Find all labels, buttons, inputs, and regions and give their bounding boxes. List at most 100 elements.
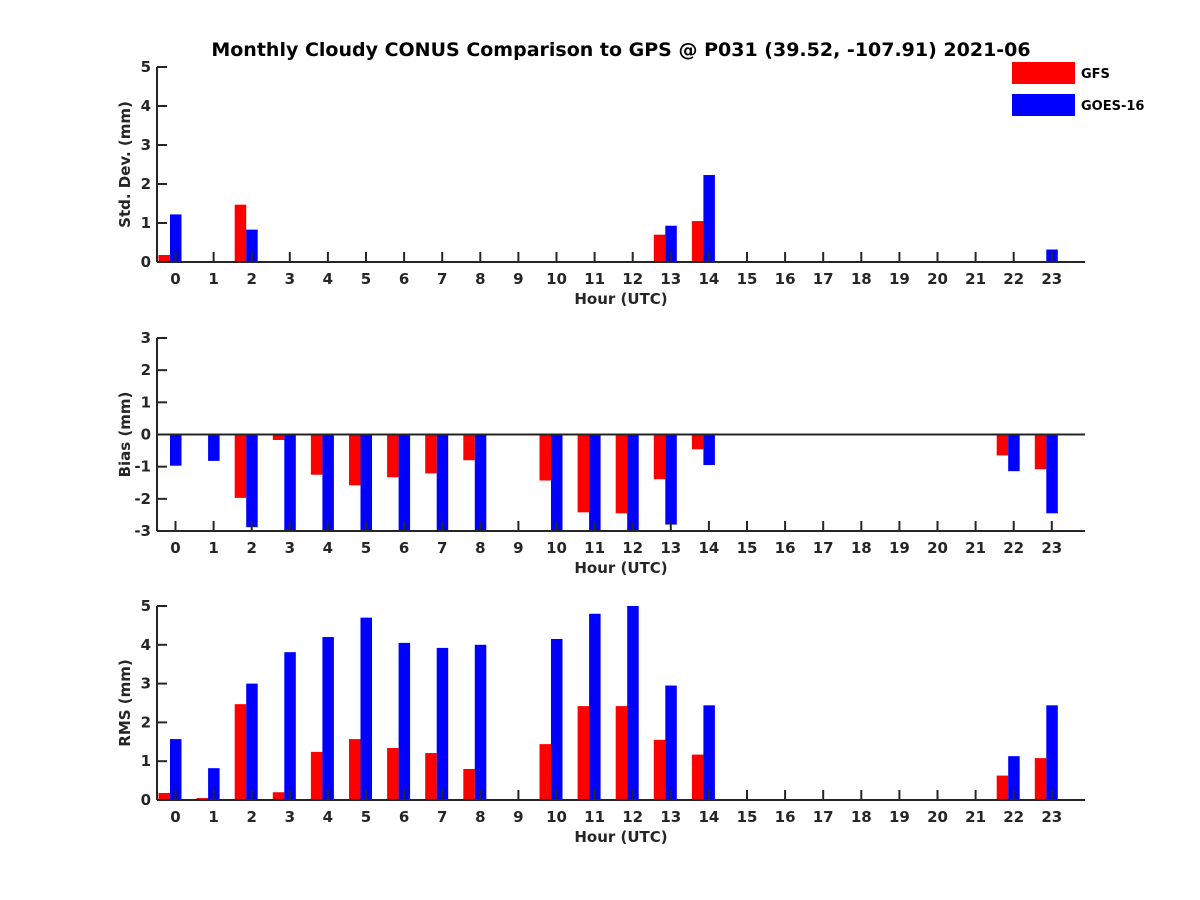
x-tick-label-rms: 10 [546, 808, 567, 826]
x-tick-label-bias: 16 [775, 539, 796, 557]
y-tick-label-stddev: 3 [141, 136, 151, 154]
bar-rms-goes-16-hour-12 [627, 606, 639, 800]
bar-bias-goes-16-hour-6 [398, 434, 411, 531]
chart-title: Monthly Cloudy CONUS Comparison to GPS @… [211, 39, 1030, 61]
x-tick-label-bias: 12 [622, 539, 643, 557]
bar-rms-gfs-hour-5 [349, 739, 361, 800]
x-tick-label-rms: 9 [513, 808, 523, 826]
x-tick-label-stddev: 6 [399, 270, 409, 288]
x-tick-label-bias: 6 [399, 539, 409, 557]
bar-rms-goes-16-hour-4 [322, 637, 334, 800]
bar-bias-goes-16-hour-23 [1046, 434, 1058, 514]
x-tick-label-stddev: 23 [1041, 270, 1062, 288]
x-tick-label-stddev: 2 [246, 270, 256, 288]
x-tick-label-rms: 16 [775, 808, 796, 826]
x-tick-label-stddev: 1 [208, 270, 218, 288]
x-tick-label-rms: 12 [622, 808, 643, 826]
bar-rms-gfs-hour-4 [310, 751, 323, 800]
x-tick-label-rms: 20 [927, 808, 948, 826]
bar-rms-goes-16-hour-1 [208, 768, 220, 800]
bar-rms-gfs-hour-11 [577, 706, 590, 800]
bar-bias-gfs-hour-3 [272, 434, 285, 440]
x-tick-label-bias: 23 [1041, 539, 1062, 557]
x-tick-label-bias: 18 [851, 539, 872, 557]
bar-rms-goes-16-hour-11 [589, 613, 601, 800]
bar-rms-gfs-hour-2 [234, 704, 247, 800]
bars-stddev [158, 175, 1058, 262]
bar-bias-gfs-hour-10 [539, 434, 551, 481]
legend-swatch-goes-16 [1012, 94, 1075, 116]
bar-stddev-goes-16-hour-0 [170, 214, 182, 262]
x-tick-label-rms: 0 [170, 808, 180, 826]
bar-stddev-gfs-hour-13 [653, 234, 666, 262]
bar-bias-gfs-hour-23 [1034, 434, 1047, 470]
bar-rms-gfs-hour-6 [387, 748, 399, 800]
y-tick-label-stddev: 1 [141, 214, 151, 232]
x-tick-label-stddev: 0 [170, 270, 180, 288]
bar-bias-goes-16-hour-3 [284, 434, 296, 531]
bar-rms-goes-16-hour-23 [1046, 705, 1058, 800]
x-tick-label-stddev: 8 [475, 270, 485, 288]
x-tick-label-bias: 4 [323, 539, 333, 557]
legend: GFS GOES-16 [1012, 62, 1144, 116]
y-axis-label-rms: RMS (mm) [116, 659, 134, 746]
bar-bias-gfs-hour-6 [387, 434, 399, 478]
y-tick-label-bias: 2 [141, 361, 151, 379]
bar-rms-goes-16-hour-2 [246, 683, 258, 800]
x-tick-label-stddev: 10 [546, 270, 567, 288]
y-tick-label-bias: -2 [134, 490, 151, 508]
y-tick-label-stddev: 5 [141, 58, 151, 76]
x-tick-label-rms: 13 [660, 808, 681, 826]
x-tick-label-bias: 21 [965, 539, 986, 557]
bar-rms-gfs-hour-7 [425, 753, 437, 800]
bar-rms-gfs-hour-12 [615, 706, 628, 800]
x-tick-label-stddev: 9 [513, 270, 523, 288]
x-tick-label-rms: 8 [475, 808, 485, 826]
bar-bias-goes-16-hour-1 [208, 434, 220, 461]
legend-swatch-gfs [1012, 62, 1075, 84]
x-tick-label-rms: 19 [889, 808, 910, 826]
x-tick-label-bias: 2 [246, 539, 256, 557]
x-tick-label-bias: 13 [660, 539, 681, 557]
x-tick-label-bias: 22 [1003, 539, 1024, 557]
bar-bias-goes-16-hour-10 [551, 434, 563, 531]
y-tick-label-stddev: 4 [141, 97, 151, 115]
y-tick-label-rms: 5 [141, 597, 151, 615]
x-axis-label-rms: Hour (UTC) [574, 828, 667, 846]
bar-rms-goes-16-hour-3 [284, 652, 296, 800]
x-axis-label-stddev: Hour (UTC) [574, 290, 667, 308]
x-tick-label-bias: 19 [889, 539, 910, 557]
x-tick-label-rms: 11 [584, 808, 605, 826]
bar-rms-gfs-hour-10 [539, 744, 551, 800]
x-tick-label-stddev: 19 [889, 270, 910, 288]
bar-stddev-goes-16-hour-2 [246, 229, 258, 262]
y-tick-label-stddev: 2 [141, 175, 151, 193]
y-tick-label-stddev: 0 [141, 253, 151, 271]
bar-bias-goes-16-hour-13 [665, 434, 677, 525]
x-tick-label-bias: 15 [737, 539, 758, 557]
y-tick-label-bias: 3 [141, 329, 151, 347]
y-axis-label-stddev: Std. Dev. (mm) [116, 101, 134, 228]
bar-rms-gfs-hour-8 [463, 768, 475, 800]
x-tick-label-rms: 23 [1041, 808, 1062, 826]
bar-bias-gfs-hour-7 [425, 434, 437, 474]
x-tick-label-bias: 10 [546, 539, 567, 557]
legend-label-goes-16: GOES-16 [1081, 99, 1144, 114]
x-tick-label-stddev: 4 [323, 270, 333, 288]
bar-rms-goes-16-hour-0 [170, 739, 182, 800]
x-tick-label-stddev: 7 [437, 270, 447, 288]
bar-bias-gfs-hour-22 [996, 434, 1009, 456]
bar-bias-goes-16-hour-4 [322, 434, 334, 531]
bar-bias-goes-16-hour-0 [170, 434, 182, 466]
x-tick-label-stddev: 18 [851, 270, 872, 288]
bar-rms-goes-16-hour-8 [474, 644, 487, 800]
x-tick-label-stddev: 21 [965, 270, 986, 288]
bar-bias-gfs-hour-12 [615, 434, 628, 514]
x-tick-label-stddev: 17 [813, 270, 834, 288]
bar-bias-goes-16-hour-12 [627, 434, 639, 531]
x-tick-label-rms: 1 [208, 808, 218, 826]
x-tick-label-rms: 17 [813, 808, 834, 826]
